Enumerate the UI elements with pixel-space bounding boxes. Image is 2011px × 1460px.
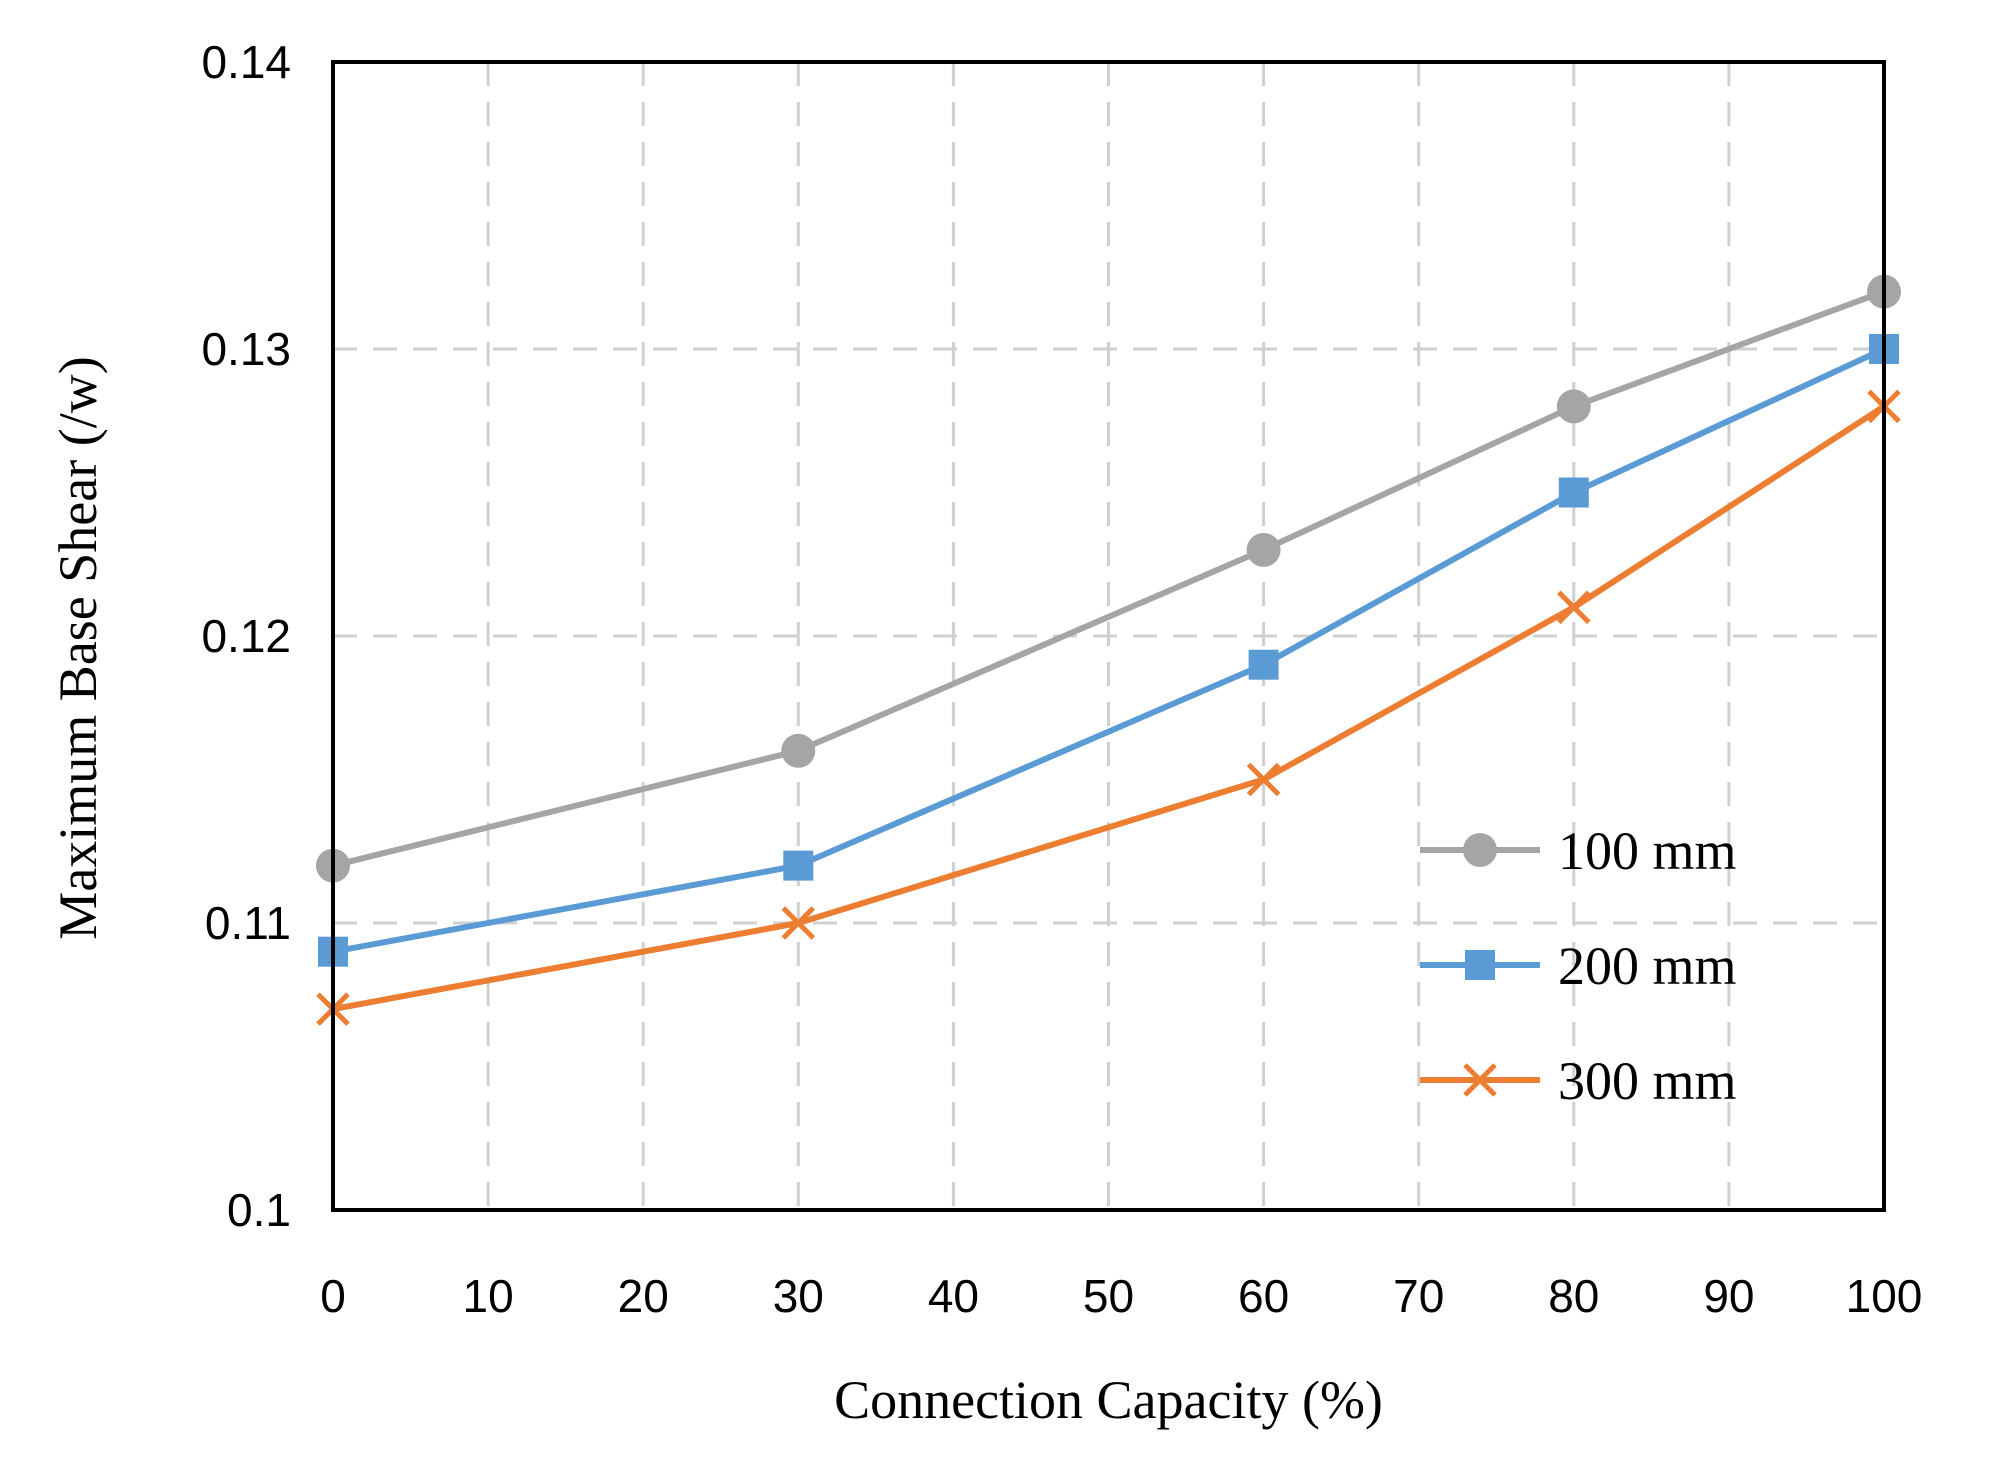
- x-tick-label-30: 30: [773, 1270, 824, 1322]
- series-line-100-mm: [330, 288, 1887, 869]
- x-tick-label-60: 60: [1238, 1270, 1289, 1322]
- legend-marker-200-mm: [1465, 950, 1495, 980]
- x-tick-label-10: 10: [463, 1270, 514, 1322]
- data-point-200-mm-x30: [783, 850, 814, 881]
- x-tick-label-20: 20: [618, 1270, 669, 1322]
- x-axis-title: Connection Capacity (%): [834, 1370, 1383, 1430]
- data-point-200-mm-x80: [1558, 477, 1589, 508]
- y-tick-label-0.12: 0.12: [201, 610, 291, 662]
- x-tick-label-100: 100: [1846, 1270, 1923, 1322]
- x-tick-label-0: 0: [320, 1270, 346, 1322]
- y-tick-label-0.13: 0.13: [201, 323, 291, 375]
- legend-marker-300-mm-stroke-b: [1463, 1063, 1497, 1097]
- data-point-100-mm-x80: [1556, 389, 1591, 424]
- data-point-300-mm-x30-stroke-b: [781, 906, 816, 940]
- x-tick-label-40: 40: [928, 1270, 979, 1322]
- data-point-100-mm-x60: [1246, 532, 1281, 567]
- x-tick-label-90: 90: [1703, 1270, 1754, 1322]
- data-point-300-mm-x60: [1246, 762, 1281, 797]
- legend-label-200-mm: 200 mm: [1558, 936, 1737, 996]
- x-tick-label-50: 50: [1083, 1270, 1134, 1322]
- y-axis-ticks: 0.1 0.11 0.12 0.13 0.14: [201, 36, 291, 1236]
- legend-item-200-mm: 200 mm: [1420, 936, 1737, 996]
- legend-label-300-mm: 300 mm: [1558, 1051, 1737, 1111]
- legend: 100 mm 200 mm 300 mm: [1420, 821, 1737, 1111]
- y-tick-label-0.1: 0.1: [227, 1184, 291, 1236]
- data-point-300-mm-x80: [1557, 590, 1591, 625]
- legend-item-100-mm: 100 mm: [1420, 821, 1737, 881]
- data-point-100-mm-x30: [781, 733, 816, 768]
- legend-marker-100-mm: [1463, 833, 1497, 867]
- data-point-300-mm-x60-stroke-b: [1246, 762, 1281, 797]
- x-axis-ticks: 0 10 20 30 40 50 60 70 80 90 100: [320, 1270, 1922, 1322]
- plot-area-frame: [331, 60, 1886, 1212]
- y-axis-title: Maximum Base Shear (/w): [48, 356, 108, 939]
- data-point-300-mm-x30: [781, 906, 816, 940]
- x-tick-label-80: 80: [1548, 1270, 1599, 1322]
- y-tick-label-0.14: 0.14: [201, 36, 291, 88]
- legend-marker-300-mm: [1463, 1063, 1497, 1097]
- legend-label-100-mm: 100 mm: [1558, 821, 1737, 881]
- x-tick-label-70: 70: [1393, 1270, 1444, 1322]
- data-point-200-mm-x60: [1248, 649, 1279, 680]
- legend-item-300-mm: 300 mm: [1420, 1051, 1737, 1111]
- y-tick-label-0.11: 0.11: [205, 897, 291, 949]
- gridlines: [333, 62, 1884, 1210]
- data-point-300-mm-x80-stroke-b: [1557, 590, 1591, 625]
